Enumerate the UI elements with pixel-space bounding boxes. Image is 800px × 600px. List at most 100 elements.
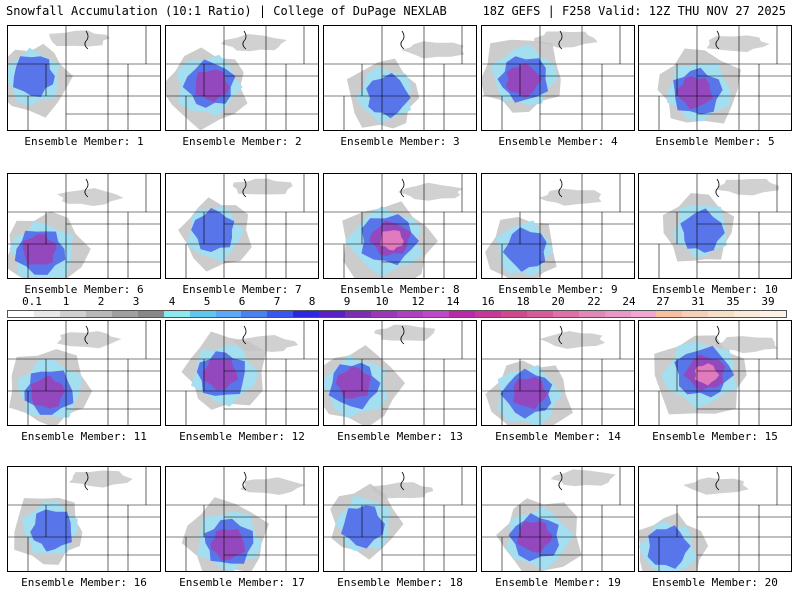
colorbar-segment	[345, 311, 372, 317]
ensemble-map-panel	[323, 173, 477, 279]
state-boundaries	[639, 467, 791, 571]
snowfall-map	[8, 174, 160, 278]
snowfall-shading	[662, 178, 780, 262]
snowfall-colorbar	[7, 310, 787, 318]
colorbar-segment	[371, 311, 398, 317]
colorbar-tick-label: 3	[132, 295, 140, 308]
snowfall-map	[8, 321, 160, 425]
state-boundaries	[8, 26, 160, 130]
colorbar-tick-label: 0.1	[22, 295, 42, 308]
snowfall-shading	[181, 477, 306, 571]
colorbar-tick-label: 14	[446, 295, 460, 308]
snowfall-map	[482, 26, 634, 130]
snowfall-shading	[178, 178, 293, 272]
map-title: Snowfall Accumulation (10:1 Ratio) | Col…	[6, 4, 447, 18]
colorbar-tick-label: 7	[273, 295, 281, 308]
state-boundaries	[166, 26, 318, 130]
colorbar-segment	[163, 311, 190, 317]
snowfall-map	[324, 321, 476, 425]
colorbar-segment	[630, 311, 657, 317]
colorbar-segment	[241, 311, 268, 317]
snowfall-shading	[496, 469, 616, 571]
state-boundaries	[482, 467, 634, 571]
colorbar-segment	[111, 311, 138, 317]
snowfall-map	[166, 26, 318, 130]
ensemble-member-caption: Ensemble Member: 18	[337, 576, 463, 589]
colorbar-segment	[526, 311, 553, 317]
state-boundaries	[639, 26, 791, 130]
snowfall-shading	[639, 477, 749, 571]
snowfall-shading	[8, 188, 124, 278]
colorbar-segment	[708, 311, 735, 317]
ensemble-member-caption: Ensemble Member: 15	[652, 430, 778, 443]
snowfall-map	[324, 26, 476, 130]
state-boundaries	[482, 174, 634, 278]
colorbar-segment	[656, 311, 683, 317]
state-boundaries	[8, 321, 160, 425]
colorbar-tick-label: 4	[168, 295, 176, 308]
ensemble-member-caption: Ensemble Member: 5	[655, 135, 775, 148]
state-boundaries	[166, 174, 318, 278]
colorbar-tick-label: 22	[587, 295, 601, 308]
colorbar-tick-label: 12	[411, 295, 425, 308]
ensemble-map-panel	[481, 173, 635, 279]
colorbar-tick-label: 10	[375, 295, 389, 308]
snowfall-map	[8, 26, 160, 130]
colorbar-segment	[578, 311, 605, 317]
snowfall-map	[324, 174, 476, 278]
snowfall-shading	[14, 470, 133, 565]
ensemble-member-caption: Ensemble Member: 2	[182, 135, 302, 148]
ensemble-map-panel	[481, 25, 635, 131]
colorbar-segment	[552, 311, 579, 317]
snowfall-shading	[166, 34, 287, 130]
ensemble-member-caption: Ensemble Member: 14	[495, 430, 621, 443]
ensemble-map-panel	[165, 25, 319, 131]
ensemble-map-panel	[165, 466, 319, 572]
colorbar-tick-label: 5	[203, 295, 211, 308]
ensemble-map-panel	[638, 466, 792, 572]
snowfall-map	[482, 467, 634, 571]
snowfall-shading	[482, 31, 598, 113]
ensemble-member-caption: Ensemble Member: 7	[182, 283, 302, 296]
state-boundaries	[639, 174, 791, 278]
snowfall-shading	[8, 30, 110, 118]
ensemble-map-panel	[481, 466, 635, 572]
ensemble-map-panel	[7, 25, 161, 131]
colorbar-tick-label: 39	[761, 295, 775, 308]
snowfall-map	[166, 321, 318, 425]
state-boundaries	[324, 321, 476, 425]
snowfall-map	[639, 467, 791, 571]
colorbar-segment	[397, 311, 423, 317]
ensemble-map-panel	[165, 173, 319, 279]
colorbar-segment	[85, 311, 112, 317]
state-boundaries	[166, 321, 318, 425]
colorbar-segment	[215, 311, 242, 317]
colorbar-segment	[423, 311, 449, 317]
ensemble-member-caption: Ensemble Member: 12	[179, 430, 305, 443]
colorbar-segment	[293, 311, 320, 317]
ensemble-map-panel	[323, 320, 477, 426]
colorbar-tick-label: 9	[343, 295, 351, 308]
ensemble-member-caption: Ensemble Member: 11	[21, 430, 147, 443]
colorbar-segment	[500, 311, 527, 317]
ensemble-map-panel	[638, 173, 792, 279]
colorbar-tick-label: 35	[726, 295, 740, 308]
snowfall-map	[482, 174, 634, 278]
snowfall-shading	[346, 41, 465, 129]
state-boundaries	[324, 467, 476, 571]
ensemble-member-caption: Ensemble Member: 4	[498, 135, 618, 148]
model-run-info: 18Z GEFS | F258 Valid: 12Z THU NOV 27 20…	[482, 4, 786, 18]
ensemble-map-panel	[7, 173, 161, 279]
ensemble-member-caption: Ensemble Member: 20	[652, 576, 778, 589]
colorbar-segment	[137, 311, 164, 317]
snowfall-map	[639, 321, 791, 425]
ensemble-map-panel	[165, 320, 319, 426]
ensemble-map-panel	[481, 320, 635, 426]
colorbar-segment	[267, 311, 294, 317]
snowfall-map	[639, 174, 791, 278]
snowfall-shading	[342, 182, 464, 278]
snowfall-map	[324, 467, 476, 571]
snowfall-shading	[485, 188, 602, 278]
snowfall-map	[166, 174, 318, 278]
colorbar-segment	[33, 311, 60, 317]
